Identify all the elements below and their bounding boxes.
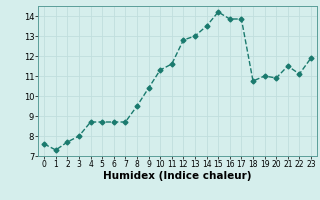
- X-axis label: Humidex (Indice chaleur): Humidex (Indice chaleur): [103, 171, 252, 181]
